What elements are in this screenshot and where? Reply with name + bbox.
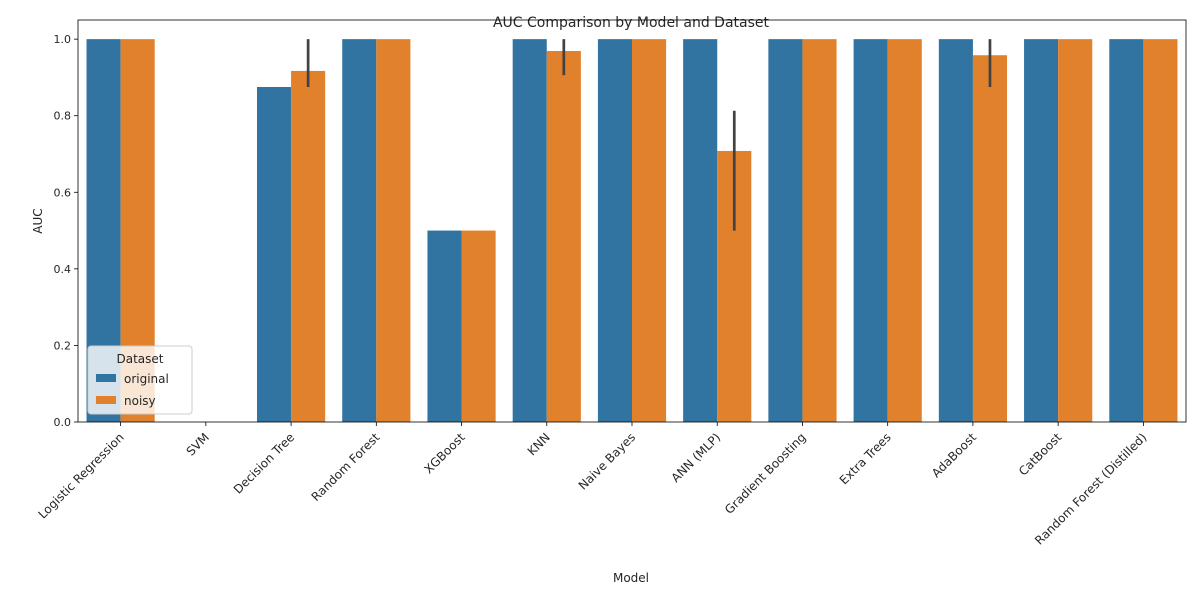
y-tick-label: 0.0 — [54, 416, 72, 429]
bar-noisy-11 — [1058, 39, 1093, 423]
x-tick-label: Naive Bayes — [576, 430, 638, 492]
bar-original-10 — [938, 39, 973, 423]
bar-noisy-12 — [1143, 39, 1178, 423]
y-tick-label: 0.4 — [54, 263, 72, 276]
x-tick-label: Gradient Boosting — [722, 430, 809, 517]
x-tick-label: ANN (MLP) — [668, 430, 723, 485]
x-tick-label: AdaBoost — [929, 430, 979, 480]
plot-frame — [77, 19, 1187, 423]
x-tick-label: SVM — [184, 430, 212, 458]
bar-noisy-2 — [291, 70, 326, 423]
x-axis-label: Model — [613, 571, 649, 585]
bar-noisy-10 — [972, 55, 1008, 422]
y-tick-label: 0.2 — [54, 339, 72, 352]
bars-layer — [86, 39, 1178, 423]
y-axis: 0.0 0.2 0.4 0.6 0.8 1.0 — [54, 33, 78, 429]
bar-original-8 — [768, 39, 803, 423]
legend-swatch-original — [96, 374, 116, 382]
chart-title: AUC Comparison by Model and Dataset — [493, 15, 770, 31]
bar-original-7 — [683, 39, 718, 423]
y-tick-label: 0.6 — [54, 186, 72, 199]
error-bars-layer — [306, 39, 992, 231]
bar-original-6 — [597, 39, 632, 423]
bar-noisy-9 — [887, 39, 922, 423]
bar-original-9 — [853, 39, 888, 423]
x-tick-label: Decision Tree — [231, 430, 297, 496]
bar-original-2 — [256, 87, 292, 422]
bar-noisy-3 — [376, 39, 411, 423]
bar-noisy-8 — [802, 39, 837, 423]
legend-swatch-noisy — [96, 396, 116, 404]
y-tick-label: 1.0 — [54, 33, 72, 46]
x-tick-label: Random Forest — [309, 430, 383, 504]
bar-original-11 — [1024, 39, 1059, 423]
bar-noisy-6 — [632, 39, 667, 423]
bar-original-4 — [427, 230, 462, 422]
x-tick-label: XGBoost — [421, 430, 467, 476]
x-axis: Logistic Regression SVM Decision Tree Rando… — [35, 422, 1150, 548]
legend-label-noisy: noisy — [124, 394, 156, 408]
bar-noisy-5 — [546, 51, 581, 423]
legend-label-original: original — [124, 372, 169, 386]
legend: Dataset original noisy — [87, 345, 193, 415]
bar-original-3 — [342, 39, 377, 423]
x-tick-label: Logistic Regression — [35, 430, 126, 521]
y-tick-label: 0.8 — [54, 110, 72, 123]
x-tick-label: KNN — [525, 430, 553, 458]
x-tick-label: CatBoost — [1016, 430, 1065, 479]
legend-title: Dataset — [117, 352, 164, 366]
x-tick-label: Extra Trees — [837, 430, 894, 487]
bar-noisy-4 — [461, 230, 496, 422]
bar-original-12 — [1109, 39, 1144, 423]
bar-original-5 — [512, 39, 547, 423]
y-axis-label: AUC — [31, 208, 45, 233]
